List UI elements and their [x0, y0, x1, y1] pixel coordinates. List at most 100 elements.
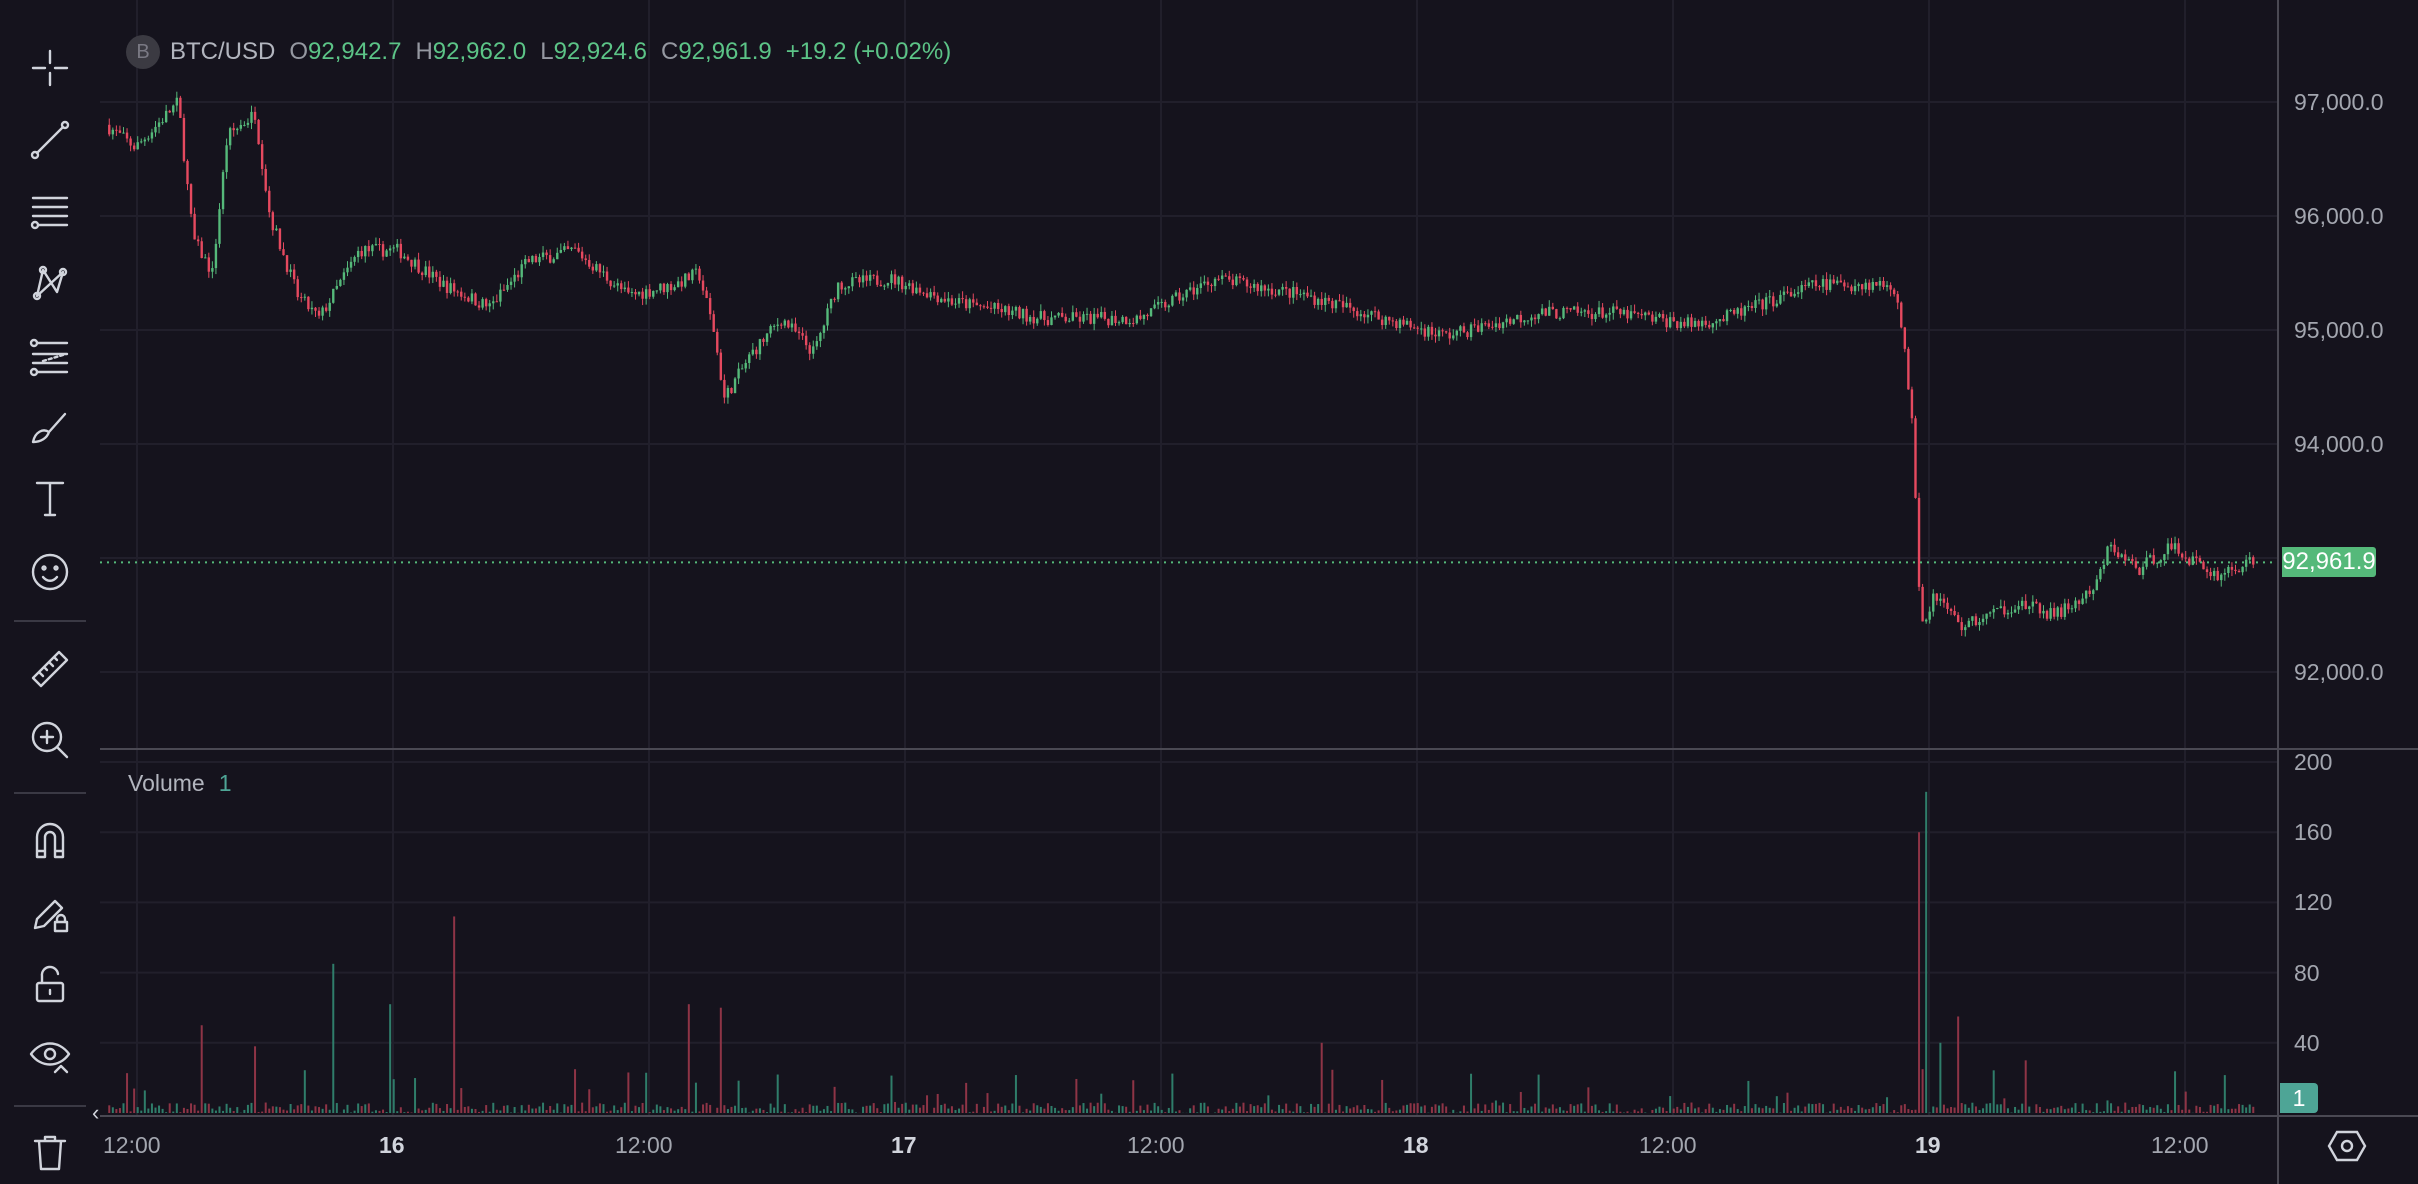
candle-body: [1107, 318, 1110, 326]
volume-bar: [1665, 1111, 1668, 1113]
brush-tool-button[interactable]: [22, 399, 78, 455]
volume-bar: [751, 1110, 754, 1113]
volume-bar: [1672, 1108, 1675, 1113]
volume-bar: [552, 1109, 555, 1113]
volume-bar: [1683, 1102, 1686, 1113]
volume-bar: [634, 1105, 637, 1113]
candle-body: [456, 291, 459, 293]
pattern-tool-button[interactable]: [22, 255, 78, 311]
symbol-name[interactable]: BTC/USD: [170, 38, 276, 65]
candle-body: [129, 138, 132, 146]
candle-body: [1608, 312, 1611, 315]
candle-body: [147, 138, 150, 140]
candle-body: [929, 292, 932, 298]
settings-icon[interactable]: [2327, 1126, 2367, 1166]
candle-body: [196, 239, 200, 242]
volume-bar: [1452, 1109, 1455, 1113]
candle-body: [1900, 302, 1903, 328]
candle-body: [911, 283, 915, 294]
volume-bar: [1974, 1106, 1977, 1113]
candle-body: [2223, 573, 2227, 575]
candle-body: [392, 247, 395, 249]
volume-bar: [1039, 1106, 1042, 1113]
volume-bar: [623, 1102, 626, 1113]
volume-bar: [534, 1108, 537, 1113]
symbol-logo: B: [126, 35, 160, 69]
candle-body: [1814, 280, 1818, 287]
candle-body: [1615, 306, 1619, 309]
volume-bar: [908, 1109, 911, 1113]
volume-bar: [1750, 1108, 1753, 1113]
volume-bar: [182, 1107, 185, 1113]
volume-bar: [2248, 1104, 2251, 1113]
volume-bar: [428, 1107, 431, 1113]
horizontal-lines-tool-button[interactable]: [22, 183, 78, 239]
volume-bar: [421, 1110, 424, 1113]
volume-bar: [1441, 1103, 1444, 1113]
candle-body: [1846, 286, 1850, 288]
zoom-in-tool-button[interactable]: [22, 712, 78, 768]
candle-body: [986, 306, 989, 308]
volume-bar: [990, 1111, 993, 1113]
symbol-legend: B BTC/USD O 92,942.7 H 92,962.0 L 92,924.6 …: [126, 34, 951, 70]
volume-bar: [1932, 1106, 1935, 1113]
candle-body: [115, 129, 118, 131]
eye-tool-button[interactable]: [22, 1027, 78, 1083]
price-tick-label: 96,000.0: [2294, 203, 2384, 229]
candle-body: [243, 124, 246, 126]
candle-body: [1651, 314, 1654, 322]
candle-body: [157, 122, 161, 127]
candle-body: [1402, 319, 1405, 325]
fib-tool-button[interactable]: [22, 328, 78, 384]
candle-body: [168, 110, 171, 113]
candle-body: [1352, 307, 1355, 312]
candle-body: [1629, 311, 1633, 319]
ruler-tool-button[interactable]: [22, 641, 78, 697]
candle-body: [1647, 312, 1651, 315]
volume-bar: [385, 1112, 388, 1113]
candle-body: [819, 332, 822, 342]
candle-body: [790, 323, 794, 328]
magnet-tool-button[interactable]: [22, 812, 78, 868]
volume-bar: [1722, 1109, 1725, 1113]
candle-body: [228, 128, 232, 146]
scroll-left-icon[interactable]: ‹: [92, 1100, 100, 1125]
volume-bar: [965, 1082, 968, 1113]
candle-body: [467, 297, 470, 302]
volume-bar: [1615, 1104, 1618, 1113]
volume-bar: [1121, 1106, 1124, 1113]
crosshair-tool-button[interactable]: [22, 40, 78, 96]
trend-line-tool-button[interactable]: [22, 112, 78, 168]
candle-body: [566, 246, 570, 250]
candle-body: [1690, 317, 1693, 327]
lock-tool-button[interactable]: [22, 956, 78, 1012]
text-tool-button[interactable]: [22, 470, 78, 526]
candle-body: [1039, 311, 1043, 319]
candle-body: [2252, 557, 2255, 565]
candle-body: [1096, 313, 1099, 318]
volume-bar: [2113, 1110, 2116, 1113]
volume-bar: [1797, 1105, 1800, 1113]
volume-bar: [1957, 1016, 1960, 1113]
volume-bar: [527, 1104, 530, 1113]
candle-body: [1875, 281, 1878, 286]
volume-bar: [1487, 1109, 1490, 1113]
volume-bar: [1199, 1102, 1202, 1113]
volume-bar: [360, 1106, 363, 1113]
pencil-lock-tool-button[interactable]: [22, 885, 78, 941]
volume-bar: [1839, 1106, 1842, 1113]
volume-bar: [1135, 1110, 1138, 1113]
volume-bar: [1804, 1106, 1807, 1113]
candle-body: [1594, 314, 1597, 320]
volume-bar: [353, 1110, 356, 1113]
volume-bar: [1331, 1069, 1334, 1113]
volume-bar: [1434, 1104, 1437, 1113]
candle-body: [278, 228, 282, 250]
candle-body: [780, 324, 783, 326]
volume-bar: [293, 1109, 296, 1113]
trash-tool-button[interactable]: [22, 1124, 78, 1180]
emoji-tool-button[interactable]: [22, 544, 78, 600]
candle-body: [1757, 299, 1761, 301]
time-tick-label: 17: [891, 1132, 917, 1158]
